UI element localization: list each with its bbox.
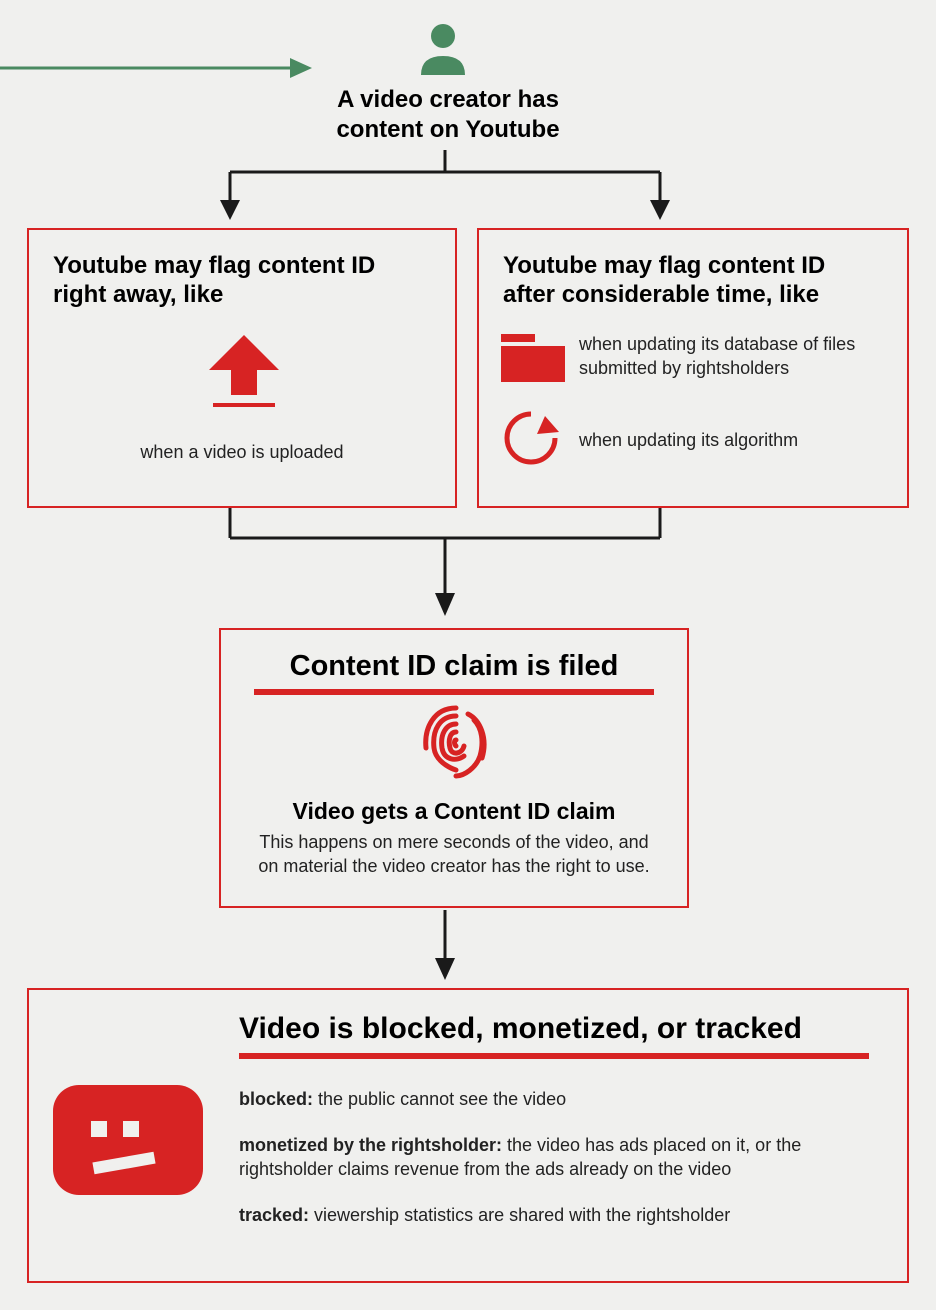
outcome-heading: Video is blocked, monetized, or tracked bbox=[239, 1012, 881, 1047]
outcome-underline bbox=[239, 1053, 869, 1059]
claim-body: This happens on mere seconds of the vide… bbox=[251, 830, 657, 879]
person-icon bbox=[413, 20, 473, 80]
flag-immediate-title: Youtube may flag content ID right away, … bbox=[53, 252, 431, 310]
youtube-sad-icon bbox=[53, 1085, 203, 1195]
merge-arrow bbox=[170, 508, 730, 623]
outcome-box: Video is blocked, monetized, or tracked … bbox=[27, 988, 909, 1283]
claim-underline bbox=[254, 689, 654, 695]
flag-later-title: Youtube may flag content ID after consid… bbox=[503, 252, 883, 310]
claim-heading: Content ID claim is filed bbox=[247, 650, 661, 683]
creator-label: A video creator has content on Youtube bbox=[288, 85, 608, 145]
upload-icon bbox=[199, 335, 289, 415]
fingerprint-icon bbox=[416, 698, 496, 788]
outcome-monetized: monetized by the rightsholder: the video… bbox=[239, 1133, 881, 1182]
algorithm-caption: when updating its algorithm bbox=[579, 428, 889, 452]
claim-subheading: Video gets a Content ID claim bbox=[221, 798, 687, 825]
arrow-to-creator bbox=[0, 48, 320, 88]
split-arrow bbox=[170, 150, 730, 225]
database-caption: when updating its database of files subm… bbox=[579, 332, 889, 381]
refresh-icon bbox=[501, 408, 561, 468]
outcome-tracked: tracked: viewership statistics are share… bbox=[239, 1203, 881, 1227]
folder-icon bbox=[501, 334, 565, 384]
outcome-blocked: blocked: the public cannot see the video bbox=[239, 1087, 881, 1111]
arrow-to-outcome bbox=[430, 910, 460, 985]
upload-caption: when a video is uploaded bbox=[29, 440, 455, 464]
claim-box: Content ID claim is filed Video gets a C… bbox=[219, 628, 689, 908]
flag-later-box: Youtube may flag content ID after consid… bbox=[477, 228, 909, 508]
flag-immediate-box: Youtube may flag content ID right away, … bbox=[27, 228, 457, 508]
